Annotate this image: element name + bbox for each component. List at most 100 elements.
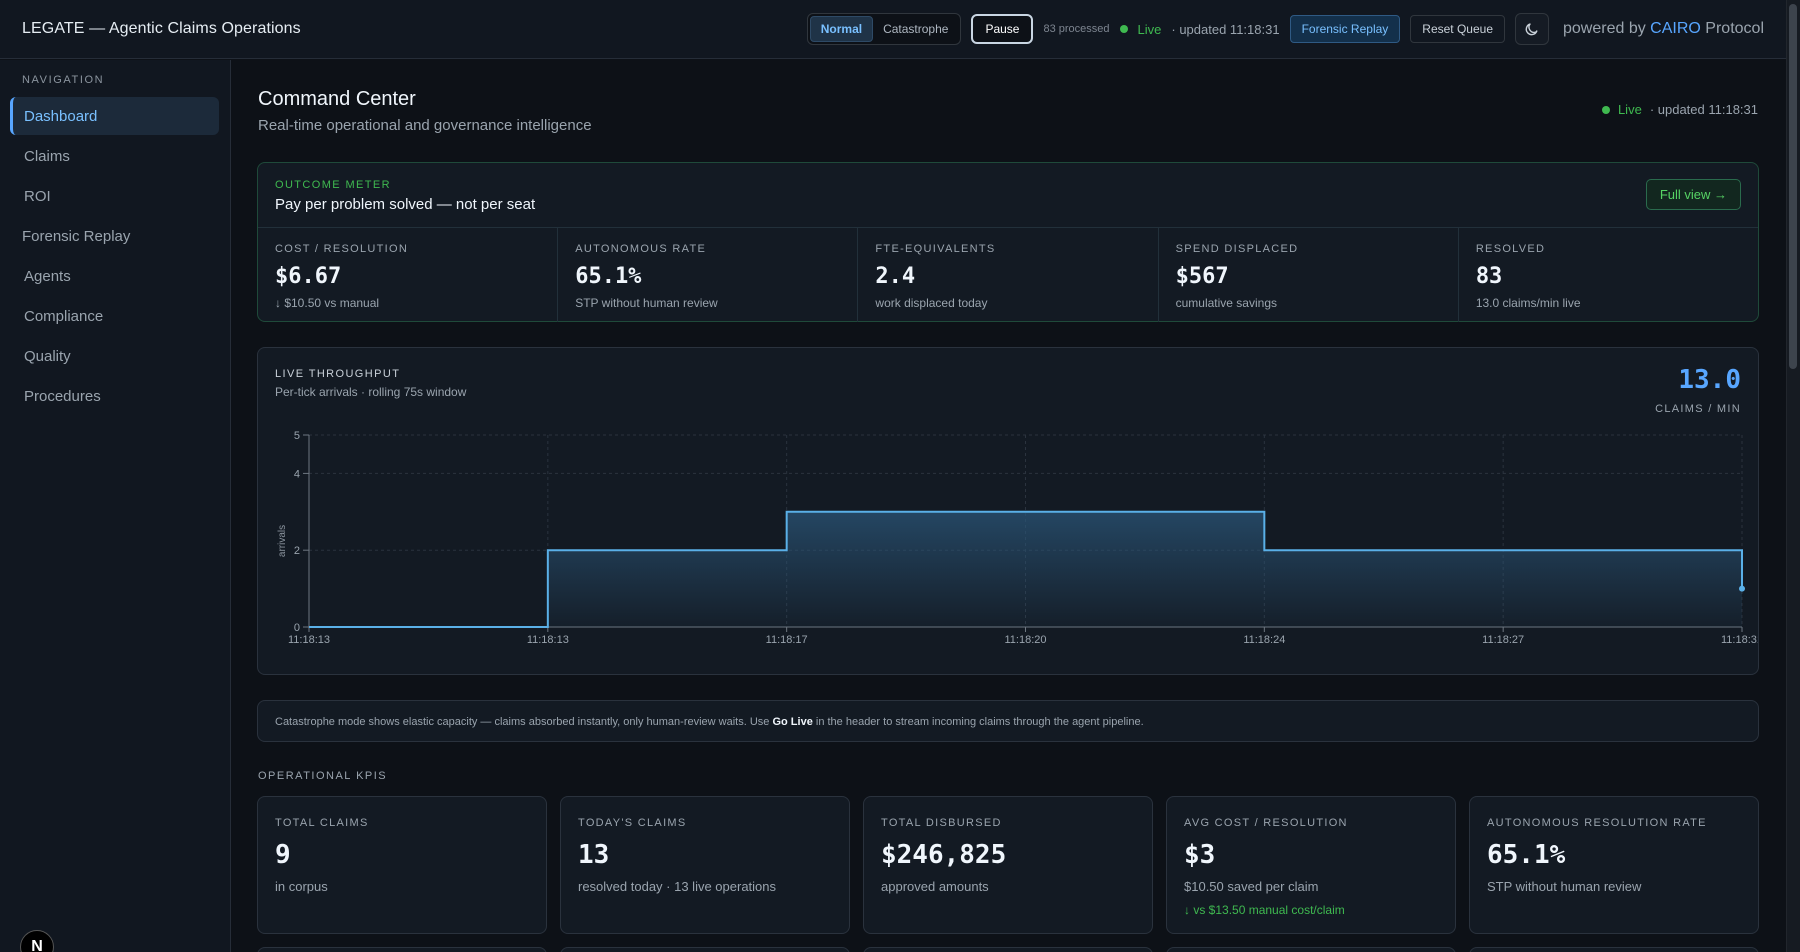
moon-icon bbox=[1525, 23, 1538, 36]
processed-count: 83 processed bbox=[1043, 23, 1110, 35]
kpi-note: $10.50 saved per claim bbox=[1184, 879, 1319, 894]
outcome-meter-card: OUTCOME METER Pay per problem solved — n… bbox=[257, 162, 1759, 322]
sidebar-item-roi[interactable]: ROI bbox=[24, 187, 51, 205]
kpi-card-row2 bbox=[863, 947, 1153, 952]
series-line bbox=[309, 510, 1743, 628]
throughput-eyebrow: LIVE THROUGHPUT bbox=[275, 368, 401, 380]
throughput-chart: 0 2 4 5 11:18:13 11:18:13 11:18:17 11:18:20 11:1… bbox=[277, 430, 1758, 646]
x-tick-label: 11:18:13 bbox=[288, 634, 330, 646]
live-status-label: Live bbox=[1137, 21, 1162, 37]
y-tick-label: 0 bbox=[294, 622, 300, 634]
stat-label: AUTONOMOUS RATE bbox=[575, 243, 707, 255]
stat-value: 2.4 bbox=[875, 264, 916, 289]
sidebar-item-dashboard[interactable]: Dashboard bbox=[10, 97, 219, 135]
kpi-note: STP without human review bbox=[1487, 879, 1642, 894]
stat-resolved: RESOLVED 83 13.0 claims/min live bbox=[1459, 228, 1758, 322]
kpi-label: TOTAL DISBURSED bbox=[881, 817, 1002, 829]
mode-toggle: Normal Catastrophe bbox=[806, 13, 962, 45]
sidebar: NAVIGATION Dashboard Claims ROI Forensic… bbox=[0, 60, 231, 952]
outcome-stats: COST / RESOLUTION $6.67 ↓ $10.50 vs manu… bbox=[258, 228, 1758, 322]
sidebar-item-quality[interactable]: Quality bbox=[24, 347, 71, 365]
page-live-label: Live bbox=[1617, 102, 1642, 117]
page-scrollbar[interactable] bbox=[1786, 0, 1800, 952]
sidebar-item-claims[interactable]: Claims bbox=[24, 147, 70, 165]
kpi-avg-cost: AVG COST / RESOLUTION $3 $10.50 saved pe… bbox=[1166, 796, 1456, 934]
sidebar-item-agents[interactable]: Agents bbox=[24, 267, 71, 285]
banner-text-after: in the header to stream incoming claims … bbox=[815, 716, 1144, 728]
throughput-subtitle: Per-tick arrivals · rolling 75s window bbox=[275, 385, 467, 399]
kpi-note: approved amounts bbox=[881, 879, 989, 894]
last-updated: · updated 11:18:31 bbox=[1171, 21, 1280, 37]
stat-note: ↓ $10.50 vs manual bbox=[275, 296, 380, 310]
powered-by: powered by CAIRO Protocol bbox=[1563, 20, 1764, 38]
scrollbar-thumb[interactable] bbox=[1789, 4, 1797, 369]
stat-autonomous-rate: AUTONOMOUS RATE 65.1% STP without human … bbox=[558, 228, 859, 322]
throughput-rate: 13.0 bbox=[1678, 365, 1741, 395]
kpi-label: AUTONOMOUS RESOLUTION RATE bbox=[1487, 817, 1707, 829]
kpi-label: TODAY'S CLAIMS bbox=[578, 817, 687, 829]
kpi-label: AVG COST / RESOLUTION bbox=[1184, 817, 1348, 829]
outcome-headline: Pay per problem solved — not per seat bbox=[275, 196, 536, 213]
y-axis-label: arrivals bbox=[277, 525, 288, 557]
powered-suffix: Protocol bbox=[1705, 20, 1764, 37]
kpi-card-row2 bbox=[560, 947, 850, 952]
throughput-unit: CLAIMS / MIN bbox=[1655, 403, 1741, 415]
x-tick-label: 11:18:24 bbox=[1243, 634, 1285, 646]
stat-spend-displaced: SPEND DISPLACED $567 cumulative savings bbox=[1159, 228, 1459, 322]
page-last-updated: · updated 11:18:31 bbox=[1649, 102, 1758, 117]
y-tick-label: 5 bbox=[294, 430, 300, 442]
banner-text-before: Catastrophe mode shows elastic capacity … bbox=[275, 716, 770, 728]
kpi-autonomous-rate: AUTONOMOUS RESOLUTION RATE 65.1% STP wit… bbox=[1469, 796, 1759, 934]
page-subtitle: Real-time operational and governance int… bbox=[258, 117, 592, 134]
stat-value: $6.67 bbox=[275, 264, 342, 289]
mode-normal-button[interactable]: Normal bbox=[809, 16, 874, 42]
kpi-label: TOTAL CLAIMS bbox=[275, 817, 369, 829]
y-tick-label: 2 bbox=[294, 545, 300, 557]
sidebar-item-forensic-replay[interactable]: Forensic Replay bbox=[22, 227, 131, 245]
kpi-card-row2 bbox=[1166, 947, 1456, 952]
forensic-replay-button[interactable]: Forensic Replay bbox=[1289, 15, 1401, 43]
sidebar-item-procedures[interactable]: Procedures bbox=[24, 387, 101, 405]
stat-note: work displaced today bbox=[875, 296, 988, 310]
stat-value: 65.1% bbox=[575, 264, 642, 289]
kpi-value: 13 bbox=[578, 840, 610, 870]
y-tick-label: 4 bbox=[294, 468, 300, 480]
sidebar-item-compliance[interactable]: Compliance bbox=[24, 307, 104, 325]
app-title: LEGATE — Agentic Claims Operations bbox=[22, 20, 301, 37]
outcome-eyebrow: OUTCOME METER bbox=[275, 179, 391, 191]
live-status-dot-icon bbox=[1601, 105, 1610, 114]
stat-note: cumulative savings bbox=[1175, 296, 1277, 310]
stat-note: 13.0 claims/min live bbox=[1475, 296, 1581, 310]
powered-brand: CAIRO bbox=[1650, 20, 1701, 37]
powered-prefix: powered by bbox=[1563, 20, 1646, 37]
stat-fte-equivalents: FTE-EQUIVALENTS 2.4 work displaced today bbox=[858, 228, 1159, 322]
x-tick-label: 11:18:17 bbox=[766, 634, 808, 646]
x-tick-label: 11:18:31 bbox=[1721, 634, 1758, 646]
pause-button[interactable]: Pause bbox=[971, 14, 1034, 44]
banner-text: Catastrophe mode shows elastic capacity … bbox=[275, 716, 1144, 728]
mode-catastrophe-button[interactable]: Catastrophe bbox=[883, 22, 949, 36]
theme-toggle-button[interactable] bbox=[1515, 13, 1549, 45]
page-title: Command Center bbox=[258, 88, 416, 110]
stat-label: SPEND DISPLACED bbox=[1175, 243, 1299, 255]
kpi-note: resolved today · 13 live operations bbox=[578, 879, 777, 894]
kpi-total-disbursed: TOTAL DISBURSED $246,825 approved amount… bbox=[863, 796, 1153, 934]
kpi-value: $246,825 bbox=[881, 840, 1007, 870]
stat-value: $567 bbox=[1175, 264, 1229, 289]
kpi-total-claims: TOTAL CLAIMS 9 in corpus bbox=[257, 796, 547, 934]
stat-label: COST / RESOLUTION bbox=[275, 243, 409, 255]
top-header: LEGATE — Agentic Claims Operations Norma… bbox=[0, 0, 1786, 59]
divider bbox=[258, 227, 1758, 228]
series-point bbox=[1739, 585, 1745, 592]
kpi-value: 9 bbox=[275, 840, 291, 870]
kpi-card-row2 bbox=[1469, 947, 1759, 952]
nav-title: NAVIGATION bbox=[22, 74, 105, 86]
kpi-todays-claims: TODAY'S CLAIMS 13 resolved today · 13 li… bbox=[560, 796, 850, 934]
full-view-button[interactable]: Full view → bbox=[1645, 179, 1741, 210]
kpi-value: 65.1% bbox=[1487, 840, 1566, 870]
x-tick-label: 11:18:27 bbox=[1482, 634, 1524, 646]
info-banner: Catastrophe mode shows elastic capacity … bbox=[257, 700, 1759, 742]
reset-queue-button[interactable]: Reset Queue bbox=[1410, 15, 1505, 43]
stat-value: 83 bbox=[1475, 264, 1503, 289]
stat-label: FTE-EQUIVALENTS bbox=[875, 243, 996, 255]
